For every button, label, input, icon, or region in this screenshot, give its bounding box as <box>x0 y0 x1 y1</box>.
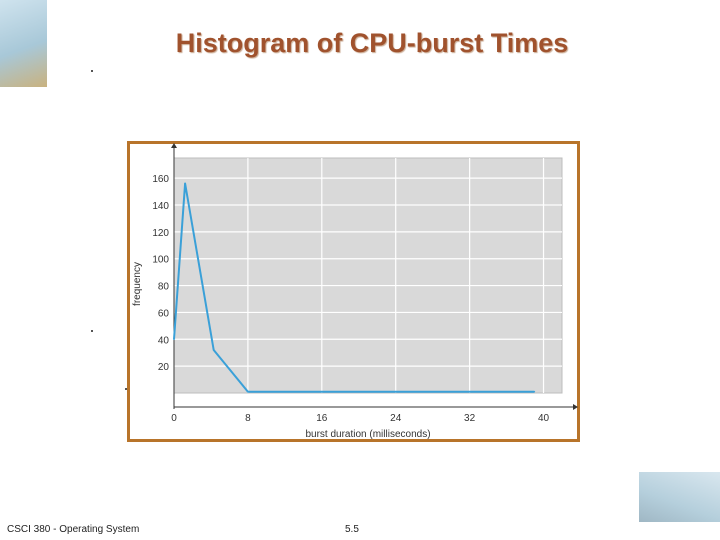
x-tick-label: 32 <box>464 413 476 424</box>
y-tick-label: 20 <box>158 362 170 373</box>
grid-lines <box>173 158 562 393</box>
x-tick-label: 24 <box>390 413 402 424</box>
dinosaur-computer-logo-image <box>639 472 720 522</box>
x-tick-label: 8 <box>245 413 251 424</box>
y-axis-arrow <box>171 143 177 148</box>
y-tick-label: 60 <box>158 308 170 319</box>
tick-labels: 20 40 60 80 100 120 140 160 0 8 16 24 32 40 <box>152 174 549 424</box>
series-point <box>173 338 175 341</box>
y-tick-label: 40 <box>158 335 170 346</box>
x-axis-label: burst duration (milliseconds) <box>305 429 430 440</box>
y-tick-label: 140 <box>152 201 169 212</box>
plot-area <box>173 157 563 394</box>
slide-title: Histogram of CPU-burst Times <box>175 28 569 58</box>
y-tick-label: 160 <box>152 174 169 185</box>
series-point <box>184 182 186 185</box>
x-tick-label: 40 <box>538 413 550 424</box>
footer-course-label: CSCI 380 - Operating System <box>7 524 140 535</box>
x-tick-label: 0 <box>171 413 177 424</box>
series-point <box>247 390 249 393</box>
dinosaur-logo-image <box>0 0 47 87</box>
y-tick-label: 100 <box>152 255 169 266</box>
bullet-dot <box>125 388 127 390</box>
bullet-dot <box>91 330 93 332</box>
x-axis-arrow <box>573 404 578 410</box>
y-tick-label: 120 <box>152 228 169 239</box>
series-point <box>212 349 215 351</box>
footer-page-number: 5.5 <box>345 524 359 535</box>
axes <box>171 143 578 410</box>
plot-background <box>173 157 563 394</box>
x-tick-label: 16 <box>316 413 328 424</box>
y-axis-label: frequency <box>132 262 143 306</box>
bullet-dot <box>91 70 93 72</box>
series-layer <box>173 182 536 393</box>
y-tick-label: 80 <box>158 282 170 293</box>
series-point <box>533 390 536 393</box>
